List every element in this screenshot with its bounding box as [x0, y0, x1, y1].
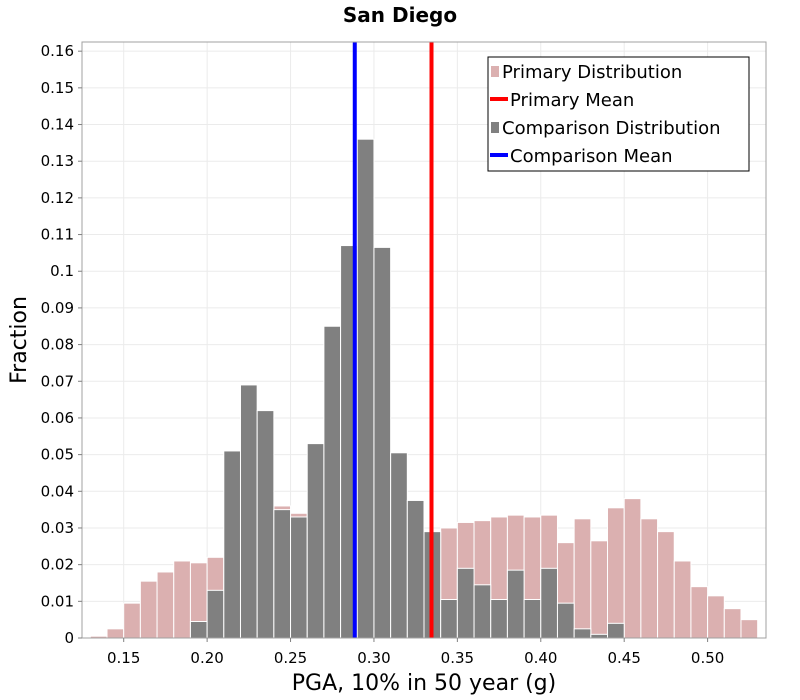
y-tick-label: 0.13	[41, 152, 74, 170]
legend-label-comparison-distribution: Comparison Distribution	[502, 118, 721, 139]
y-tick-label: 0	[64, 629, 74, 647]
comparison-bar	[256, 410, 275, 639]
comparison-bar	[506, 569, 525, 639]
comparison-bar	[440, 598, 458, 639]
x-tick-label: 0.25	[274, 649, 307, 667]
y-axis-ticks: 0 0.01 0.02 0.03 0.04 0.05 0.06 0.07 0.08 0.09 0.1…	[41, 42, 82, 647]
x-tick-label: 0.40	[524, 649, 557, 667]
primary-bar	[607, 507, 625, 639]
comparison-bar	[473, 584, 492, 639]
x-tick-label: 0.35	[441, 649, 474, 667]
plot-frame	[81, 41, 767, 639]
primary-bar	[740, 619, 759, 639]
primary-bar	[573, 518, 592, 639]
comparison-bar	[540, 567, 558, 639]
comparison-bar	[356, 138, 375, 639]
y-tick-label: 0.14	[41, 116, 74, 134]
legend: Primary Distribution Primary Mean Compar…	[487, 56, 750, 172]
x-tick-label: 0.15	[107, 649, 140, 667]
comparison-bar	[456, 567, 475, 639]
x-axis-label: PGA, 10% in 50 year (g)	[292, 671, 556, 696]
y-tick-label: 0.16	[41, 42, 74, 60]
y-tick-label: 0.07	[41, 372, 74, 390]
primary-bar	[707, 595, 725, 639]
primary-bar	[139, 580, 158, 639]
x-tick-label: 0.20	[190, 649, 223, 667]
x-tick-label: 0.45	[607, 649, 640, 667]
primary-bar	[123, 602, 141, 639]
legend-swatch-comparison-distribution	[491, 122, 499, 133]
legend-label-primary-mean: Primary Mean	[510, 90, 634, 111]
primary-bar	[673, 560, 692, 639]
y-tick-label: 0.04	[41, 482, 74, 500]
primary-bar	[640, 518, 659, 639]
y-tick-label: 0.08	[41, 336, 74, 354]
comparison-bar	[189, 620, 208, 639]
comparison-bar	[406, 499, 425, 639]
x-tick-label: 0.50	[691, 649, 724, 667]
legend-box	[487, 56, 750, 172]
x-axis-ticks: 0.15 0.20 0.25 0.30 0.35 0.40 0.45 0.50	[107, 638, 724, 667]
legend-swatch-primary-distribution	[491, 66, 499, 77]
primary-bar	[690, 586, 709, 639]
comparison-bar	[590, 633, 609, 639]
x-tick-label: 0.30	[357, 649, 390, 667]
legend-label-primary-distribution: Primary Distribution	[502, 62, 682, 83]
comparison-bar	[556, 602, 575, 639]
chart-title: San Diego	[343, 3, 457, 27]
y-tick-label: 0.01	[41, 592, 74, 610]
comparison-bar	[323, 325, 342, 639]
primary-bar	[106, 628, 125, 639]
legend-label-comparison-mean: Comparison Mean	[510, 146, 673, 167]
comparison-bar	[573, 628, 592, 639]
comparison-bar	[523, 598, 542, 639]
y-tick-label: 0.1	[50, 262, 74, 280]
legend-swatch-primary-mean	[490, 97, 508, 101]
y-tick-label: 0.02	[41, 556, 74, 574]
primary-bar	[590, 540, 609, 639]
primary-bar	[723, 608, 742, 639]
comparison-bar	[490, 598, 508, 639]
primary-bar	[657, 531, 675, 639]
comparison-distribution-bars	[189, 138, 625, 639]
y-tick-label: 0.15	[41, 79, 74, 97]
primary-bar	[156, 571, 175, 639]
comparison-bar	[223, 450, 241, 639]
y-tick-label: 0.12	[41, 189, 74, 207]
comparison-bar	[607, 622, 625, 639]
y-tick-label: 0.09	[41, 299, 74, 317]
y-tick-label: 0.11	[41, 226, 74, 244]
comparison-bar	[373, 246, 392, 639]
legend-swatch-comparison-mean	[490, 153, 508, 157]
y-axis-label: Fraction	[7, 296, 32, 384]
mean-lines	[352, 42, 434, 638]
comparison-bar	[273, 509, 292, 639]
y-tick-label: 0.05	[41, 446, 74, 464]
y-tick-label: 0.03	[41, 519, 74, 537]
comparison-bar	[290, 516, 308, 639]
comparison-bar	[239, 384, 258, 639]
primary-bar	[173, 560, 191, 639]
y-tick-label: 0.06	[41, 409, 74, 427]
comparison-bar	[306, 443, 325, 639]
primary-bar	[623, 498, 642, 639]
comparison-bar	[206, 589, 225, 639]
comparison-bar	[390, 452, 408, 639]
